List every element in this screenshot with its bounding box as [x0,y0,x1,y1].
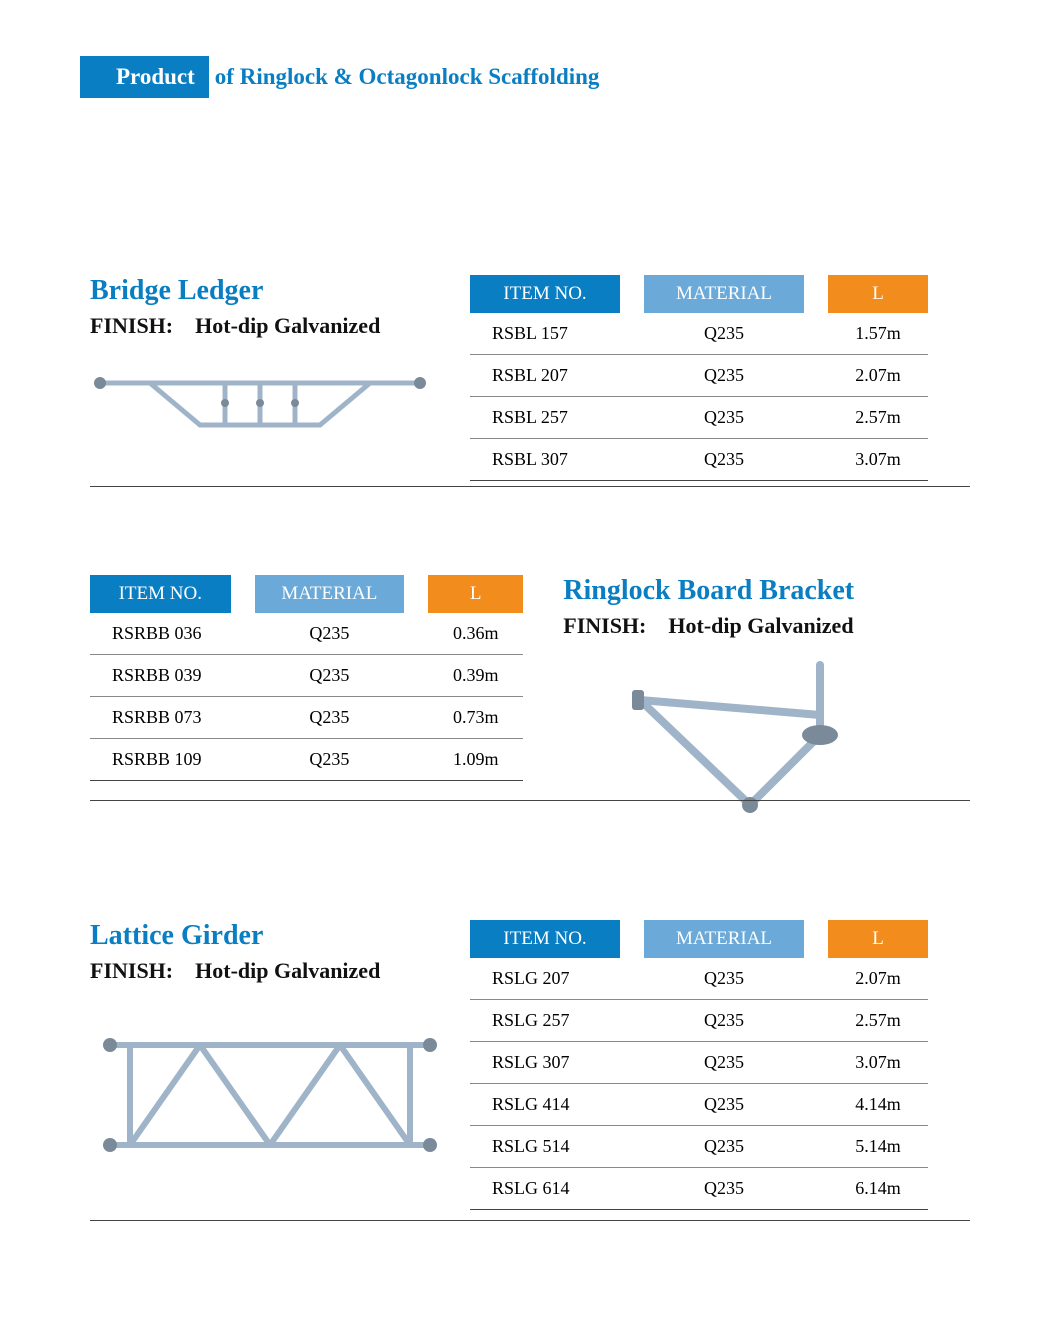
finish-line: FINISH: Hot-dip Galvanized [90,958,460,984]
table-row: RSBL 307Q2353.07m [470,439,928,481]
table-row: RSLG 207Q2352.07m [470,958,928,1000]
finish-line: FINISH: Hot-dip Galvanized [90,313,460,339]
table-row: RSRBB 036Q2350.36m [90,613,523,655]
finish-label: FINISH: [90,313,173,338]
header-title: of Ringlock & Octagonlock Scaffolding [209,64,600,90]
table-row: RSRBB 073Q2350.73m [90,697,523,739]
product-title: Bridge Ledger [90,275,460,307]
product-title: Lattice Girder [90,920,460,952]
board-bracket-table: ITEM NO. MATERIAL L RSRBB 036Q2350.36m R… [90,575,523,781]
lattice-girder-table: ITEM NO. MATERIAL L RSLG 207Q2352.07m RS… [470,920,928,1210]
table-header-row: ITEM NO. MATERIAL L [470,275,928,313]
product-title: Ringlock Board Bracket [563,575,970,607]
col-item: ITEM NO. [90,575,231,613]
section-board-bracket: ITEM NO. MATERIAL L RSRBB 036Q2350.36m R… [90,575,970,781]
col-material: MATERIAL [644,920,804,958]
bridge-ledger-table: ITEM NO. MATERIAL L RSBL 157Q2351.57m RS… [470,275,928,481]
finish-label: FINISH: [90,958,173,983]
table-row: RSRBB 109Q2351.09m [90,739,523,781]
col-length: L [828,920,928,958]
finish-value: Hot-dip Galvanized [195,313,380,338]
col-material: MATERIAL [255,575,405,613]
table-row: RSRBB 039Q2350.39m [90,655,523,697]
section-rule [90,486,970,487]
bridge-ledger-icon [90,365,430,460]
table-row: RSLG 414Q2354.14m [470,1084,928,1126]
table-row: RSBL 207Q2352.07m [470,355,928,397]
col-length: L [828,275,928,313]
finish-line: FINISH: Hot-dip Galvanized [563,613,970,639]
table-header-row: ITEM NO. MATERIAL L [90,575,523,613]
section-bridge-ledger: Bridge Ledger FINISH: Hot-dip Galvanized [90,275,970,481]
col-item: ITEM NO. [470,275,620,313]
page-header: Product of Ringlock & Octagonlock Scaffo… [80,56,599,98]
lattice-girder-icon [90,1020,450,1175]
finish-label: FINISH: [563,613,646,638]
section-rule [90,800,970,801]
finish-value: Hot-dip Galvanized [668,613,853,638]
col-material: MATERIAL [644,275,804,313]
board-bracket-icon [610,645,870,840]
section-lattice-girder: Lattice Girder FINISH: Hot-dip Galvanize… [90,920,970,1210]
table-row: RSLG 307Q2353.07m [470,1042,928,1084]
col-item: ITEM NO. [470,920,620,958]
table-row: RSBL 257Q2352.57m [470,397,928,439]
section-rule [90,1220,970,1221]
table-row: RSLG 257Q2352.57m [470,1000,928,1042]
col-length: L [428,575,523,613]
table-row: RSLG 614Q2356.14m [470,1168,928,1210]
table-header-row: ITEM NO. MATERIAL L [470,920,928,958]
table-row: RSBL 157Q2351.57m [470,313,928,355]
table-row: RSLG 514Q2355.14m [470,1126,928,1168]
finish-value: Hot-dip Galvanized [195,958,380,983]
header-highlight: Product [80,56,209,98]
